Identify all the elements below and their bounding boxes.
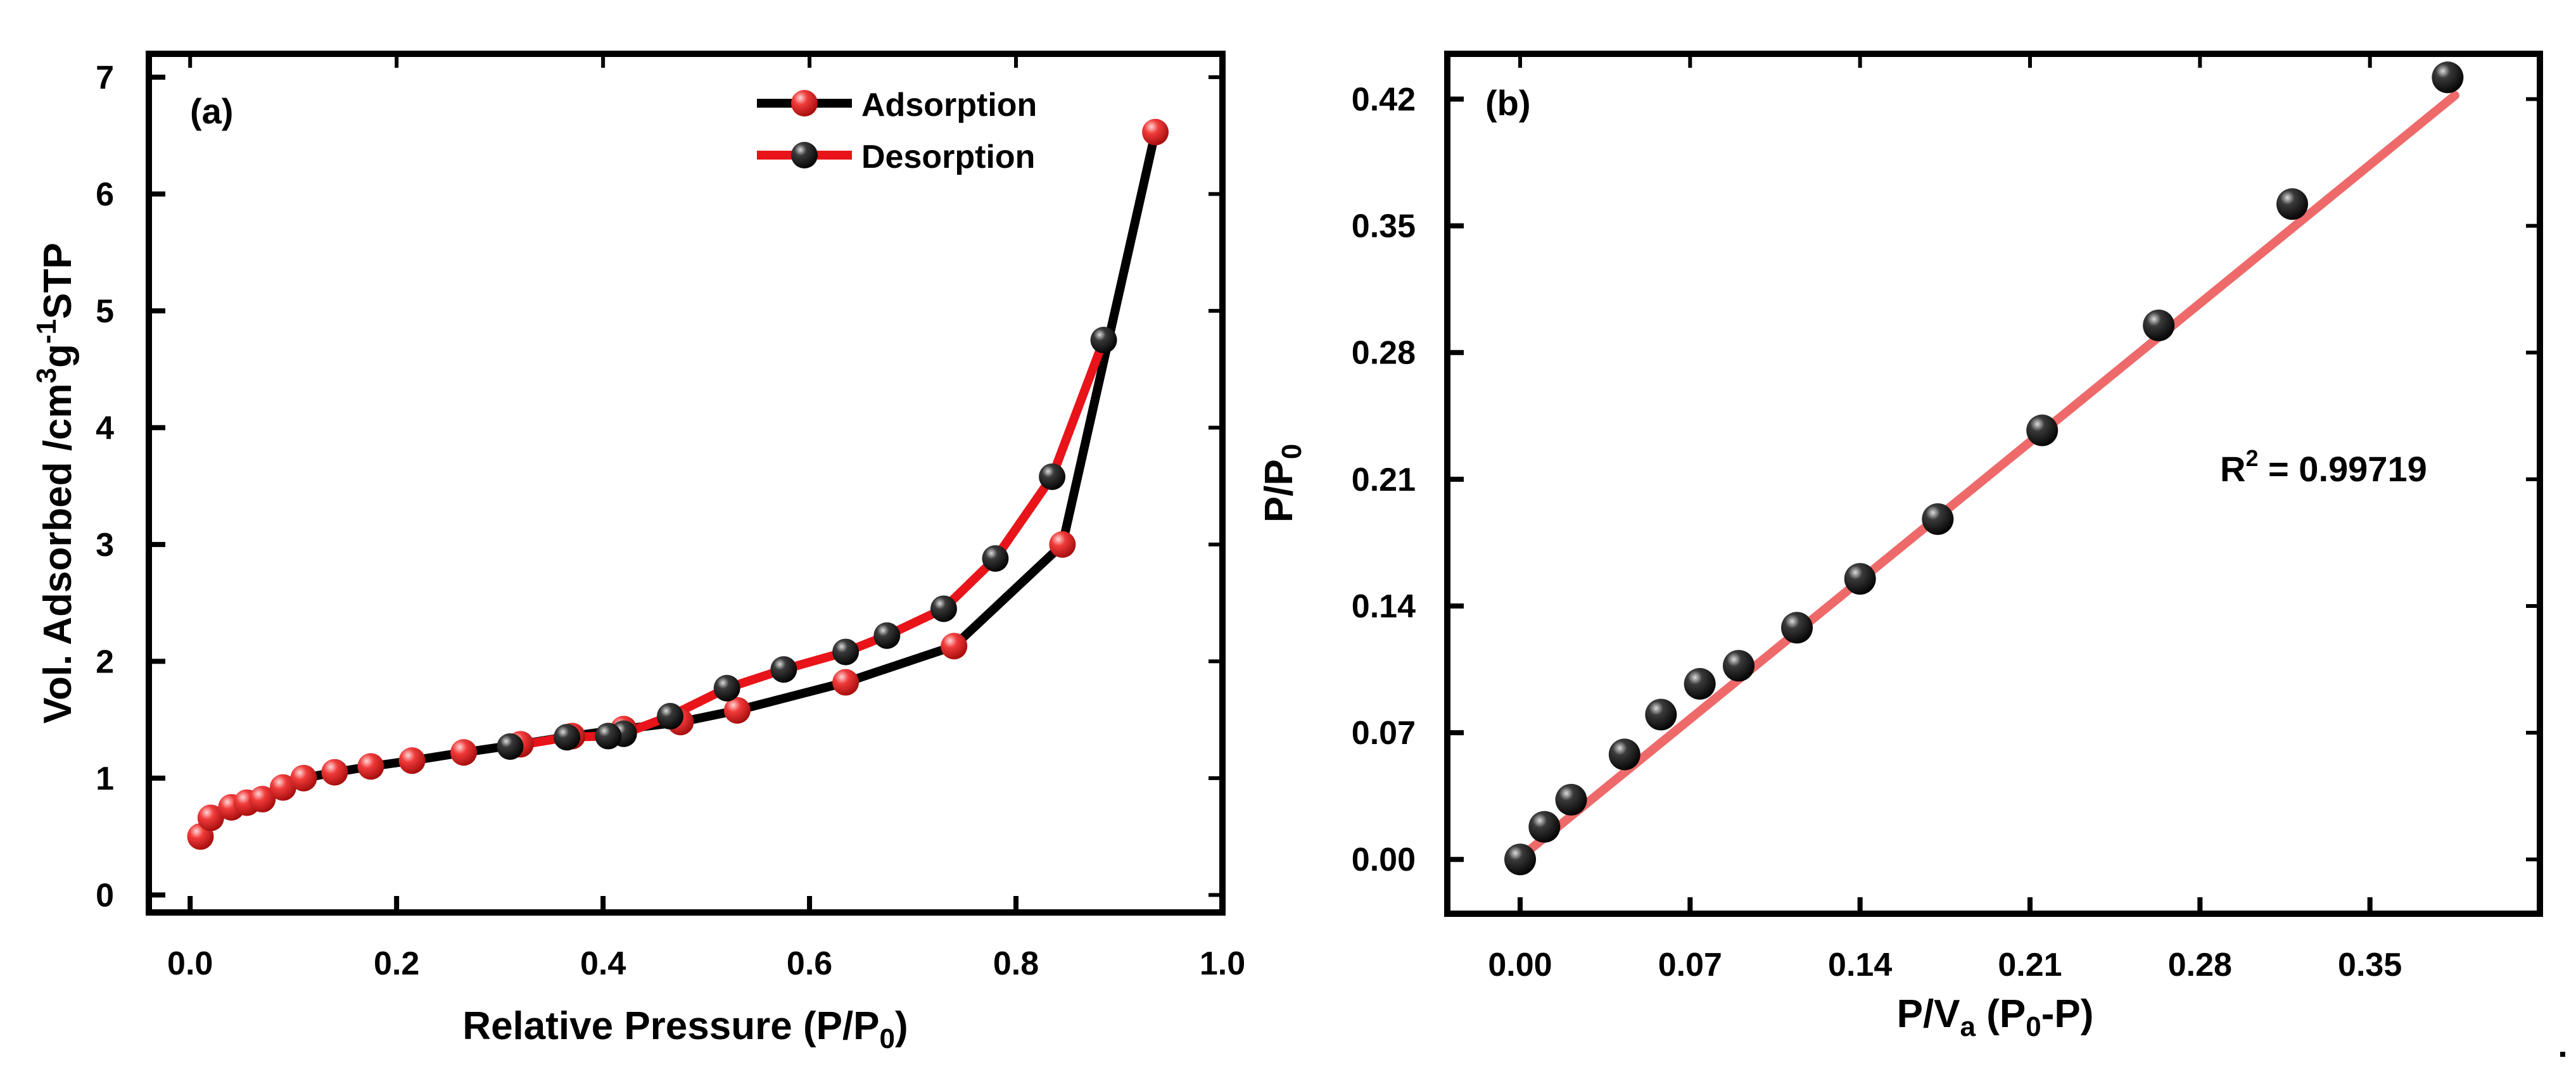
legend-marker — [791, 142, 818, 168]
series-markers — [1504, 61, 2464, 876]
linear-fit-line — [1516, 91, 2459, 862]
x-tick-label: 0.35 — [2338, 947, 2402, 983]
legend-label: Adsorption — [861, 87, 1037, 123]
trailing-period — [2560, 1052, 2565, 1057]
data-point — [269, 774, 296, 801]
y-tick-label: 0.14 — [1352, 588, 1416, 625]
x-tick-label: 0.07 — [1658, 947, 1722, 983]
data-point — [595, 722, 622, 750]
plot-frame — [1444, 51, 2543, 917]
data-point — [554, 724, 581, 751]
data-point — [930, 595, 957, 622]
x-tick-label: 0.28 — [2168, 947, 2232, 983]
axis-ticks — [149, 54, 1225, 912]
y-tick-label: 7 — [96, 60, 114, 96]
data-point — [1142, 118, 1169, 146]
x-tick-label: 1.0 — [1200, 945, 1245, 982]
data-point — [450, 739, 478, 766]
data-point — [1528, 811, 1561, 843]
data-point — [290, 764, 317, 792]
bet-plot-chart: 0.00 0.07 0.14 0.21 0.28 0.35 0.00 0.07 0.14 0.21… — [1257, 51, 2543, 1042]
x-tick-label: 0.14 — [1828, 947, 1892, 983]
data-point — [1608, 738, 1640, 771]
x-tick-label: 0.0 — [167, 945, 213, 982]
y-tick-label: 3 — [96, 527, 114, 564]
data-point — [1684, 667, 1716, 700]
data-point — [1555, 783, 1587, 816]
y-tick-label: 6 — [96, 176, 114, 213]
data-point — [321, 759, 348, 786]
data-point — [941, 633, 968, 660]
x-tick-label: 0.21 — [1998, 947, 2062, 983]
y-axis-title: Vol. Adsorbed /cm3g-1STP — [31, 243, 80, 724]
y-tick-label: 2 — [96, 643, 114, 680]
data-point — [1039, 463, 1066, 490]
x-tick-label: 0.00 — [1488, 947, 1552, 983]
data-point — [2143, 309, 2175, 341]
data-point — [873, 622, 901, 649]
data-point — [2432, 61, 2464, 94]
x-tick-label: 0.8 — [993, 945, 1039, 982]
x-tick-label: 0.6 — [787, 945, 832, 982]
legend-marker — [791, 90, 818, 117]
data-point — [723, 697, 751, 724]
data-point — [1504, 843, 1536, 876]
legend-entry-adsorption: Adsorption — [757, 87, 1037, 123]
x-tick-label: 0.4 — [580, 945, 626, 982]
data-point — [1781, 612, 1813, 644]
data-point — [1049, 531, 1076, 558]
y-tick-label: 4 — [96, 410, 114, 446]
y-tick-label: 0.35 — [1352, 208, 1416, 245]
data-point — [982, 545, 1009, 572]
data-point — [1922, 503, 1954, 535]
data-point — [2276, 188, 2308, 220]
r-squared-annotation: R2 = 0.99719 — [2220, 445, 2427, 489]
tick-labels: 0.0 0.2 0.4 0.6 0.8 1.0 0 1 2 3 4 5 6 7 — [96, 60, 1245, 982]
data-point — [657, 703, 684, 730]
data-point — [770, 656, 797, 683]
y-tick-label: 5 — [96, 293, 114, 330]
series-markers — [187, 118, 1169, 850]
y-tick-label: 0.28 — [1352, 335, 1416, 372]
data-point — [497, 733, 524, 760]
y-tick-label: 0.07 — [1352, 715, 1416, 752]
data-point — [1645, 698, 1677, 731]
data-point — [249, 786, 276, 813]
data-point — [1723, 650, 1754, 682]
adsorption-isotherm-chart: 0.0 0.2 0.4 0.6 0.8 1.0 0 1 2 3 4 5 6 7 (a) Adsorptio… — [31, 51, 1245, 1054]
data-point — [713, 674, 740, 702]
data-point — [2026, 414, 2059, 446]
data-point — [1090, 327, 1117, 353]
y-tick-label: 1 — [96, 760, 114, 797]
fit-line-group — [1516, 91, 2459, 862]
data-point — [197, 804, 224, 831]
y-axis-title: P/P0 — [1257, 444, 1307, 522]
panel-label: (b) — [1485, 83, 1531, 123]
data-point — [357, 753, 384, 780]
legend-label: Desorption — [861, 139, 1035, 175]
data-point — [832, 669, 860, 696]
y-tick-label: 0.00 — [1352, 842, 1416, 878]
tick-labels: 0.00 0.07 0.14 0.21 0.28 0.35 0.00 0.07 0.14 0.21… — [1352, 81, 2402, 983]
y-tick-label: 0.42 — [1352, 81, 1416, 118]
x-tick-label: 0.2 — [374, 945, 419, 982]
data-point — [832, 638, 860, 666]
legend-entry-desorption: Desorption — [757, 139, 1035, 175]
legend: Adsorption Desorption — [757, 87, 1037, 175]
y-tick-label: 0 — [96, 877, 114, 914]
plot-frame — [146, 51, 1226, 916]
axis-ticks — [1447, 54, 2540, 914]
x-axis-title: P/Va (P0-P) — [1897, 992, 2094, 1042]
y-tick-label: 0.21 — [1352, 462, 1416, 498]
data-point — [398, 747, 426, 774]
panel-label: (a) — [190, 91, 233, 131]
data-point — [1844, 563, 1876, 595]
x-axis-title: Relative Pressure (P/P0) — [462, 1004, 908, 1054]
series-line-desorption — [505, 336, 1108, 752]
